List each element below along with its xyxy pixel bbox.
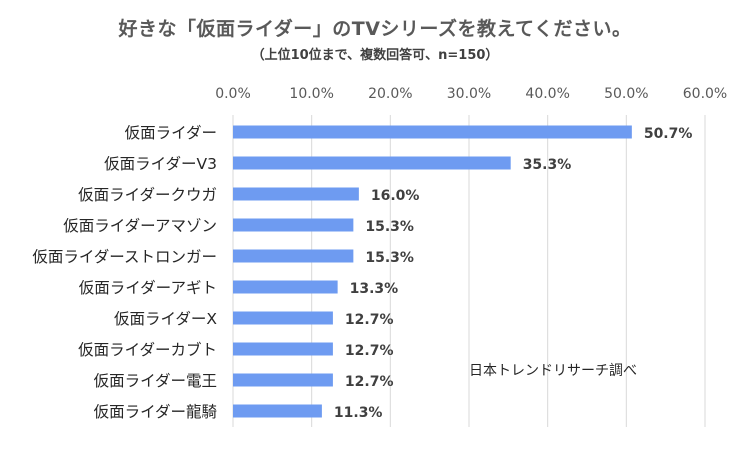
x-tick-label: 20.0% <box>368 86 412 102</box>
x-tick-label: 50.0% <box>604 86 648 102</box>
x-tick-label: 30.0% <box>447 86 491 102</box>
value-label: 12.7% <box>345 312 394 328</box>
category-label: 仮面ライダーアギト <box>79 279 217 297</box>
x-tick-label: 60.0% <box>683 86 727 102</box>
value-label: 12.7% <box>345 374 394 390</box>
source-annotation: 日本トレンドリサーチ調べ <box>469 363 637 379</box>
value-label: 50.7% <box>644 126 693 142</box>
chart-subtitle: （上位10位まで、複数回答可、n=150） <box>251 48 499 63</box>
value-label: 16.0% <box>371 188 420 204</box>
value-label: 35.3% <box>523 157 572 173</box>
bar <box>233 187 359 201</box>
chart-title: 好きな「仮面ライダー」のTVシリーズを教えてください。 <box>118 18 632 40</box>
bar <box>233 218 354 232</box>
category-label: 仮面ライダーカブト <box>78 340 217 359</box>
category-label: 仮面ライダー <box>125 124 217 142</box>
value-label: 11.3% <box>334 405 383 421</box>
bar <box>233 373 333 387</box>
bar <box>233 280 338 294</box>
bar <box>233 249 354 263</box>
bar <box>233 156 511 170</box>
x-tick-label: 0.0% <box>215 86 251 102</box>
category-label: 仮面ライダー電王 <box>94 372 217 390</box>
x-tick-label: 40.0% <box>525 86 569 102</box>
bar <box>233 404 322 418</box>
category-label: 仮面ライダー龍騎 <box>94 403 217 421</box>
value-label: 13.3% <box>350 281 399 297</box>
category-label: 仮面ライダーストロンガー <box>32 248 217 266</box>
x-tick-label: 10.0% <box>289 86 333 102</box>
bar <box>233 311 333 325</box>
bar <box>233 125 632 139</box>
value-label: 12.7% <box>345 343 394 359</box>
value-label: 15.3% <box>365 250 414 266</box>
value-label: 15.3% <box>365 219 414 235</box>
bar <box>233 342 333 356</box>
category-label: 仮面ライダーアマゾン <box>63 217 217 235</box>
category-label: 仮面ライダーX <box>114 310 217 328</box>
category-label: 仮面ライダークウガ <box>78 186 217 204</box>
category-label: 仮面ライダーV3 <box>104 155 217 173</box>
